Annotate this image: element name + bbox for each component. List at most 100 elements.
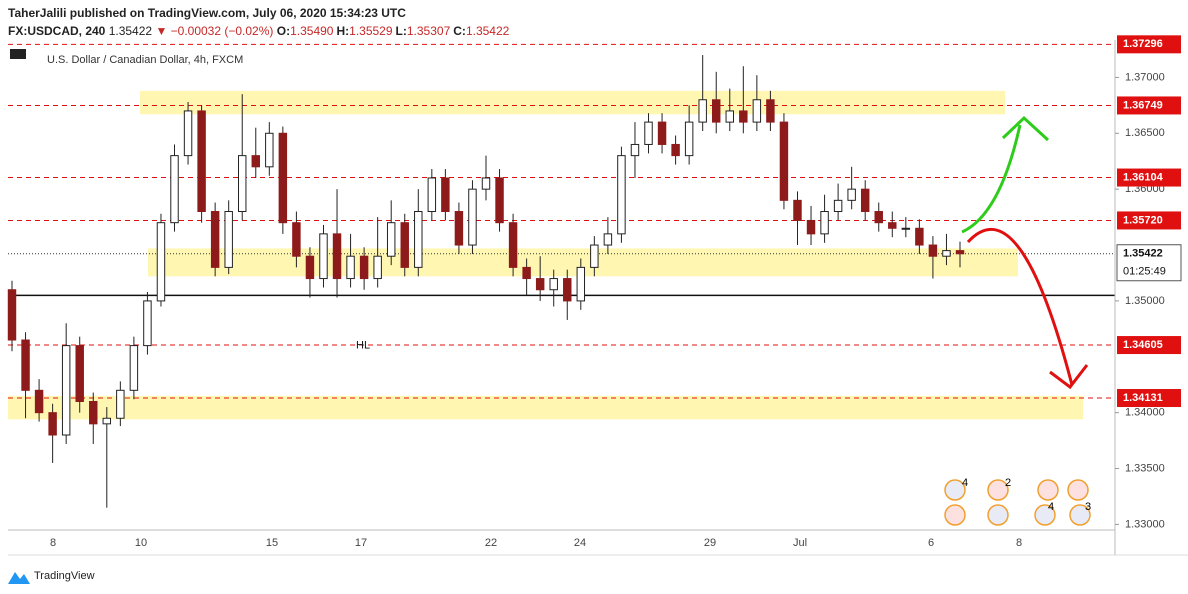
x-tick-label: 8 (1016, 537, 1022, 549)
level-label-box (1117, 168, 1181, 187)
candle-body (522, 266, 531, 280)
symbol: FX:USDCAD, 240 (8, 24, 106, 38)
candle-body (766, 99, 775, 123)
candle-body (712, 99, 721, 123)
candle-body (251, 155, 260, 168)
x-tick-label: 8 (50, 537, 56, 549)
ohlc-key: O: (276, 24, 291, 38)
zone (140, 90, 1005, 115)
candle-body (955, 250, 965, 255)
candle-body (481, 177, 491, 190)
event-icon (1037, 479, 1059, 501)
candle-body (61, 345, 71, 436)
annotation: HL (356, 340, 370, 352)
candle-body (454, 211, 464, 246)
event-icon (944, 504, 966, 526)
zone (8, 395, 1083, 420)
event-badge: 4 (1048, 501, 1054, 513)
axes: 1.330001.335001.340001.350001.360001.365… (50, 71, 1165, 549)
candle-body (576, 266, 586, 302)
event-icon (1034, 504, 1056, 526)
event-icon (944, 479, 966, 501)
candle-body (888, 222, 897, 229)
candle-body (820, 211, 829, 235)
candle-body (698, 99, 707, 123)
candle-body (116, 389, 125, 419)
candle-body (915, 227, 924, 246)
candle-body (630, 143, 640, 157)
candles: HL (7, 55, 965, 508)
candle-body (265, 132, 274, 168)
y-tick-label: 1.36500 (1125, 127, 1165, 139)
candle-body (468, 188, 477, 246)
candle-body (21, 339, 30, 391)
ohlc-value: 1.35422 (465, 24, 510, 38)
level-label: 1.36749 (1123, 99, 1163, 111)
x-tick-label: 17 (355, 537, 367, 549)
y-tick-label: 1.34000 (1125, 407, 1165, 419)
candle-body (603, 233, 613, 246)
candle-body (535, 278, 545, 291)
candle-body (332, 233, 342, 280)
x-tick-label: 10 (135, 537, 147, 549)
down-arrow-head (1049, 364, 1089, 390)
candle-body (319, 233, 328, 280)
candle-body (441, 177, 450, 213)
x-tick-label: 15 (266, 537, 278, 549)
candle-body (75, 345, 84, 402)
up-arrow (961, 124, 1022, 234)
level-label-box (1117, 96, 1181, 115)
candle-body (305, 255, 315, 280)
x-tick-label: 22 (485, 537, 497, 549)
event-badge: 4 (962, 477, 968, 489)
event-badge: 2 (1005, 477, 1011, 489)
x-tick-label: 6 (928, 537, 934, 549)
countdown: 01:25:49 (1123, 266, 1166, 278)
last-price-label: 1.35422 (1123, 248, 1163, 260)
last-price-box (1116, 244, 1182, 282)
ohlc-key: H: (336, 24, 350, 38)
candle-body (684, 121, 694, 157)
level-label: 1.37296 (1123, 38, 1163, 50)
event-badge: 3 (1085, 501, 1091, 513)
y-tick-label: 1.37000 (1125, 71, 1165, 83)
candle-body (563, 278, 572, 302)
candle-body (508, 222, 518, 268)
candle-body (928, 244, 938, 257)
level-label: 1.35720 (1123, 214, 1163, 226)
candle-body (102, 417, 112, 425)
event-icons (944, 479, 1091, 526)
level-label-box (1117, 35, 1181, 54)
ohlc-value: 1.35529 (349, 24, 393, 38)
down-arrow (966, 228, 1074, 386)
candle-body (292, 222, 301, 257)
candle-body (739, 110, 748, 123)
chart-subtitle: U.S. Dollar / Canadian Dollar, 4h, FXCM (47, 54, 243, 66)
candle-body (89, 400, 98, 425)
candle-body (359, 255, 369, 280)
level-label-box (1117, 211, 1181, 230)
candle-body (590, 244, 599, 268)
price: 1.35422 (108, 24, 153, 38)
candle-body (197, 110, 206, 213)
candle-body (129, 345, 139, 391)
candle-body (874, 211, 883, 224)
event-icon (1067, 479, 1089, 501)
candle-body (671, 143, 680, 157)
ohlc-value: 1.35490 (290, 24, 334, 38)
candle-body (833, 199, 843, 213)
event-icon (987, 504, 1009, 526)
candle-body (386, 222, 396, 257)
ohlc-key: C: (453, 24, 466, 38)
levels (8, 43, 1115, 399)
candle-body (549, 278, 558, 291)
change: ▼ −0.00032 (−0.02%) (155, 24, 274, 38)
ohlc: O:1.35490 H:1.35529 L:1.35307 C:1.35422 (277, 24, 513, 38)
candle-body (210, 211, 220, 268)
candle-body (224, 211, 233, 268)
candle-body (238, 155, 247, 213)
candle-body (427, 177, 437, 213)
y-tick-label: 1.33500 (1125, 462, 1165, 474)
